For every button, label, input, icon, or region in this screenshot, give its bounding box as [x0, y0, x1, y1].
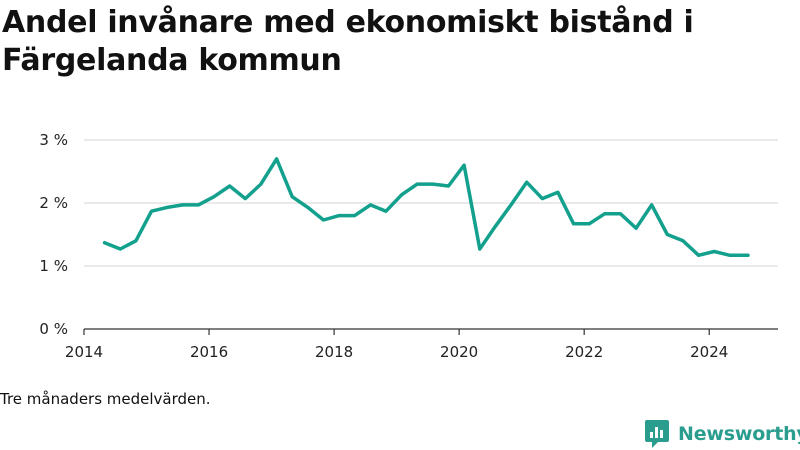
data-point [681, 239, 685, 242]
x-tick-label: 2016 [190, 343, 228, 361]
data-point [541, 197, 544, 200]
x-tick-label: 2024 [690, 343, 728, 361]
y-tick-label: 0 % [39, 320, 68, 338]
data-point [634, 227, 638, 230]
data-point [713, 250, 716, 253]
data-point [462, 164, 466, 167]
data-point [306, 206, 309, 209]
brand-name: Newsworthy [678, 423, 800, 445]
data-point [103, 241, 106, 244]
x-tick-label: 2022 [565, 343, 603, 361]
data-point [666, 233, 669, 236]
chart-title: Andel invånare med ekonomiskt bistånd i … [2, 5, 694, 78]
data-point [259, 182, 263, 186]
data-point [556, 191, 560, 194]
data-point [572, 222, 575, 225]
data-point [619, 212, 622, 215]
data-point [431, 182, 435, 186]
data-point [337, 214, 341, 217]
series-line [102, 157, 750, 258]
data-point [181, 203, 184, 207]
data-point [244, 197, 247, 200]
y-tick-label: 3 % [39, 131, 68, 149]
data-point [728, 254, 732, 257]
data-point [353, 214, 356, 217]
x-tick-label: 2020 [440, 343, 478, 361]
data-point [478, 247, 481, 251]
series-layer [102, 157, 750, 258]
data-point [119, 247, 122, 251]
data-point [650, 203, 653, 207]
data-point [150, 210, 153, 213]
data-point [228, 184, 231, 188]
data-point [212, 195, 216, 198]
data-point [384, 210, 388, 213]
data-point [291, 195, 294, 198]
data-point [197, 203, 200, 207]
data-point [400, 193, 403, 196]
data-point [166, 206, 169, 209]
y-axis-labels: 0 % 1 % 2 % 3 % [39, 131, 68, 338]
y-tick-label: 1 % [39, 257, 68, 275]
data-point [588, 222, 591, 225]
data-point [416, 182, 419, 186]
data-point [525, 181, 528, 184]
chart-caption: Tre månaders medelvärden. [0, 390, 211, 408]
x-axis-labels: 2014 2016 2018 2020 2022 2024 [65, 343, 728, 361]
data-point [697, 254, 700, 257]
x-tick-label: 2018 [315, 343, 353, 361]
brand-logo: Newsworthy [644, 418, 800, 450]
data-point [509, 203, 513, 207]
x-axis [83, 328, 778, 335]
data-point [746, 254, 750, 257]
line-chart: 0 % 1 % 2 % 3 % 2014 2016 2018 2020 2022 2024 [39, 131, 778, 361]
grid-lines [84, 139, 778, 267]
data-point [322, 218, 325, 222]
data-point [134, 239, 138, 242]
newsworthy-logo-icon [645, 420, 669, 448]
y-tick-label: 2 % [39, 194, 68, 212]
data-point [603, 212, 606, 215]
data-point [369, 203, 372, 207]
data-point [447, 184, 450, 188]
data-point [275, 157, 278, 161]
data-point [494, 225, 497, 228]
x-tick-label: 2014 [65, 343, 103, 361]
